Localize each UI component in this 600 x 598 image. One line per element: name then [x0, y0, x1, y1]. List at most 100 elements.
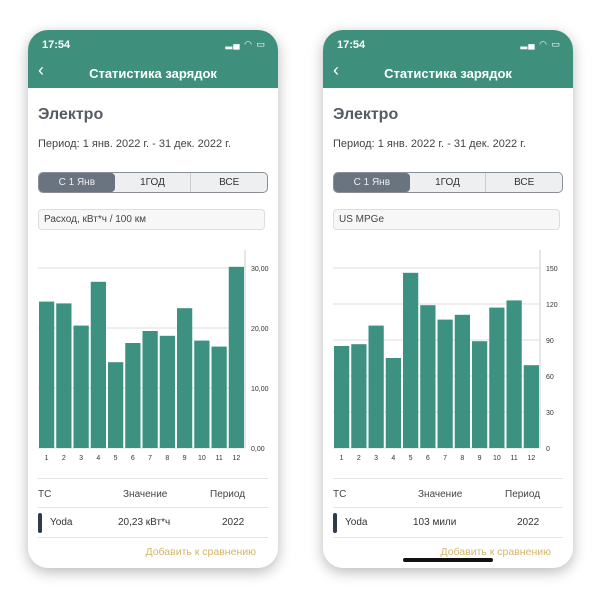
row-vehicle[interactable]: Yoda: [50, 517, 73, 528]
period-label: Период: 1 янв. 2022 г. - 31 дек. 2022 г.: [38, 138, 231, 150]
bar: [403, 272, 419, 448]
bar: [523, 365, 539, 448]
vehicle-color-marker: [333, 513, 337, 533]
segment-from-jan[interactable]: С 1 Янв: [334, 173, 410, 192]
y-tick-label: 90: [546, 338, 554, 345]
x-tick-label: 8: [460, 455, 464, 462]
x-tick-label: 11: [510, 455, 517, 462]
divider: [38, 537, 268, 538]
x-tick-label: 2: [62, 455, 66, 462]
y-tick-label: 30,00: [251, 266, 269, 273]
period-segmented-control: С 1 Янв 1ГОД ВСЕ: [333, 172, 563, 193]
divider: [333, 507, 563, 508]
x-tick-label: 8: [165, 455, 169, 462]
bar: [420, 305, 436, 448]
bar: [125, 343, 141, 448]
y-tick-label: 120: [546, 302, 558, 309]
row-vehicle[interactable]: Yoda: [345, 517, 368, 528]
phone-right: 17:54 ▂▄ ◠ ▭ ‹ Статистика зарядок Электр…: [323, 30, 573, 568]
bar: [90, 281, 106, 448]
y-tick-label: 20,00: [251, 326, 269, 333]
bar: [56, 303, 72, 448]
metric-selector[interactable]: US MPGe: [333, 209, 560, 230]
bar: [454, 314, 470, 448]
y-tick-label: 150: [546, 266, 558, 273]
row-period: 2022: [222, 517, 245, 528]
x-tick-label: 7: [443, 455, 447, 462]
divider: [38, 478, 268, 479]
page-title: Статистика зарядок: [384, 66, 512, 81]
x-tick-label: 2: [357, 455, 361, 462]
page-title: Статистика зарядок: [89, 66, 217, 81]
bar: [177, 308, 193, 448]
x-tick-label: 12: [527, 455, 535, 462]
x-tick-label: 3: [374, 455, 378, 462]
bar: [39, 301, 55, 448]
bar: [351, 344, 367, 448]
segment-from-jan[interactable]: С 1 Янв: [39, 173, 115, 192]
segment-all[interactable]: ВСЕ: [190, 173, 267, 192]
segment-all[interactable]: ВСЕ: [485, 173, 562, 192]
app-header: 17:54 ▂▄ ◠ ▭ ‹ Статистика зарядок: [28, 30, 278, 88]
y-tick-label: 0,00: [251, 446, 265, 453]
bar: [159, 335, 175, 448]
bar: [194, 340, 210, 448]
x-tick-label: 11: [215, 455, 222, 462]
status-time: 17:54: [42, 39, 71, 51]
period-segmented-control: С 1 Янв 1ГОД ВСЕ: [38, 172, 268, 193]
add-to-comparison-link[interactable]: Добавить к сравнению: [440, 546, 551, 558]
x-tick-label: 4: [391, 455, 395, 462]
bar: [489, 307, 505, 448]
col-header-value: Значение: [418, 489, 463, 500]
period-label: Период: 1 янв. 2022 г. - 31 дек. 2022 г.: [333, 138, 526, 150]
add-to-comparison-link[interactable]: Добавить к сравнению: [145, 546, 256, 558]
x-tick-label: 10: [493, 455, 501, 462]
metric-selector[interactable]: Расход, кВт*ч / 100 км: [38, 209, 265, 230]
x-tick-label: 9: [183, 455, 187, 462]
x-tick-label: 4: [96, 455, 100, 462]
status-time: 17:54: [337, 39, 366, 51]
bar: [472, 341, 488, 448]
bar: [108, 362, 124, 448]
x-tick-label: 5: [409, 455, 413, 462]
bar: [142, 331, 158, 448]
phone-left: 17:54 ▂▄ ◠ ▭ ‹ Статистика зарядок Электр…: [28, 30, 278, 568]
col-header-vehicle: ТС: [333, 489, 347, 500]
back-chevron-icon[interactable]: ‹: [38, 60, 44, 80]
bar: [437, 319, 453, 448]
bar: [334, 346, 350, 448]
x-tick-label: 3: [79, 455, 83, 462]
bar: [211, 346, 227, 448]
section-heading: Электро: [333, 106, 399, 123]
x-tick-label: 6: [426, 455, 430, 462]
back-chevron-icon[interactable]: ‹: [333, 60, 339, 80]
x-tick-label: 9: [478, 455, 482, 462]
vehicle-color-marker: [38, 513, 42, 533]
y-tick-label: 60: [546, 374, 554, 381]
bar: [228, 266, 244, 448]
bar: [385, 358, 401, 448]
divider: [333, 478, 563, 479]
status-icons: ▂▄ ◠ ▭: [520, 39, 561, 49]
bar: [368, 325, 384, 448]
x-tick-label: 1: [340, 455, 344, 462]
segment-1-year[interactable]: 1ГОД: [435, 177, 460, 188]
section-heading: Электро: [38, 106, 104, 123]
y-tick-label: 10,00: [251, 386, 269, 393]
col-header-period: Период: [210, 489, 246, 500]
row-period: 2022: [517, 517, 540, 528]
segment-1-year[interactable]: 1ГОД: [140, 177, 165, 188]
home-indicator: [403, 558, 493, 562]
bar: [506, 300, 522, 448]
col-header-vehicle: ТС: [38, 489, 52, 500]
x-tick-label: 6: [131, 455, 135, 462]
app-header: 17:54 ▂▄ ◠ ▭ ‹ Статистика зарядок: [323, 30, 573, 88]
row-value: 20,23 кВт*ч: [118, 517, 171, 528]
col-header-value: Значение: [123, 489, 168, 500]
row-value: 103 мили: [413, 517, 457, 528]
divider: [333, 537, 563, 538]
x-tick-label: 5: [114, 455, 118, 462]
x-tick-label: 10: [198, 455, 206, 462]
